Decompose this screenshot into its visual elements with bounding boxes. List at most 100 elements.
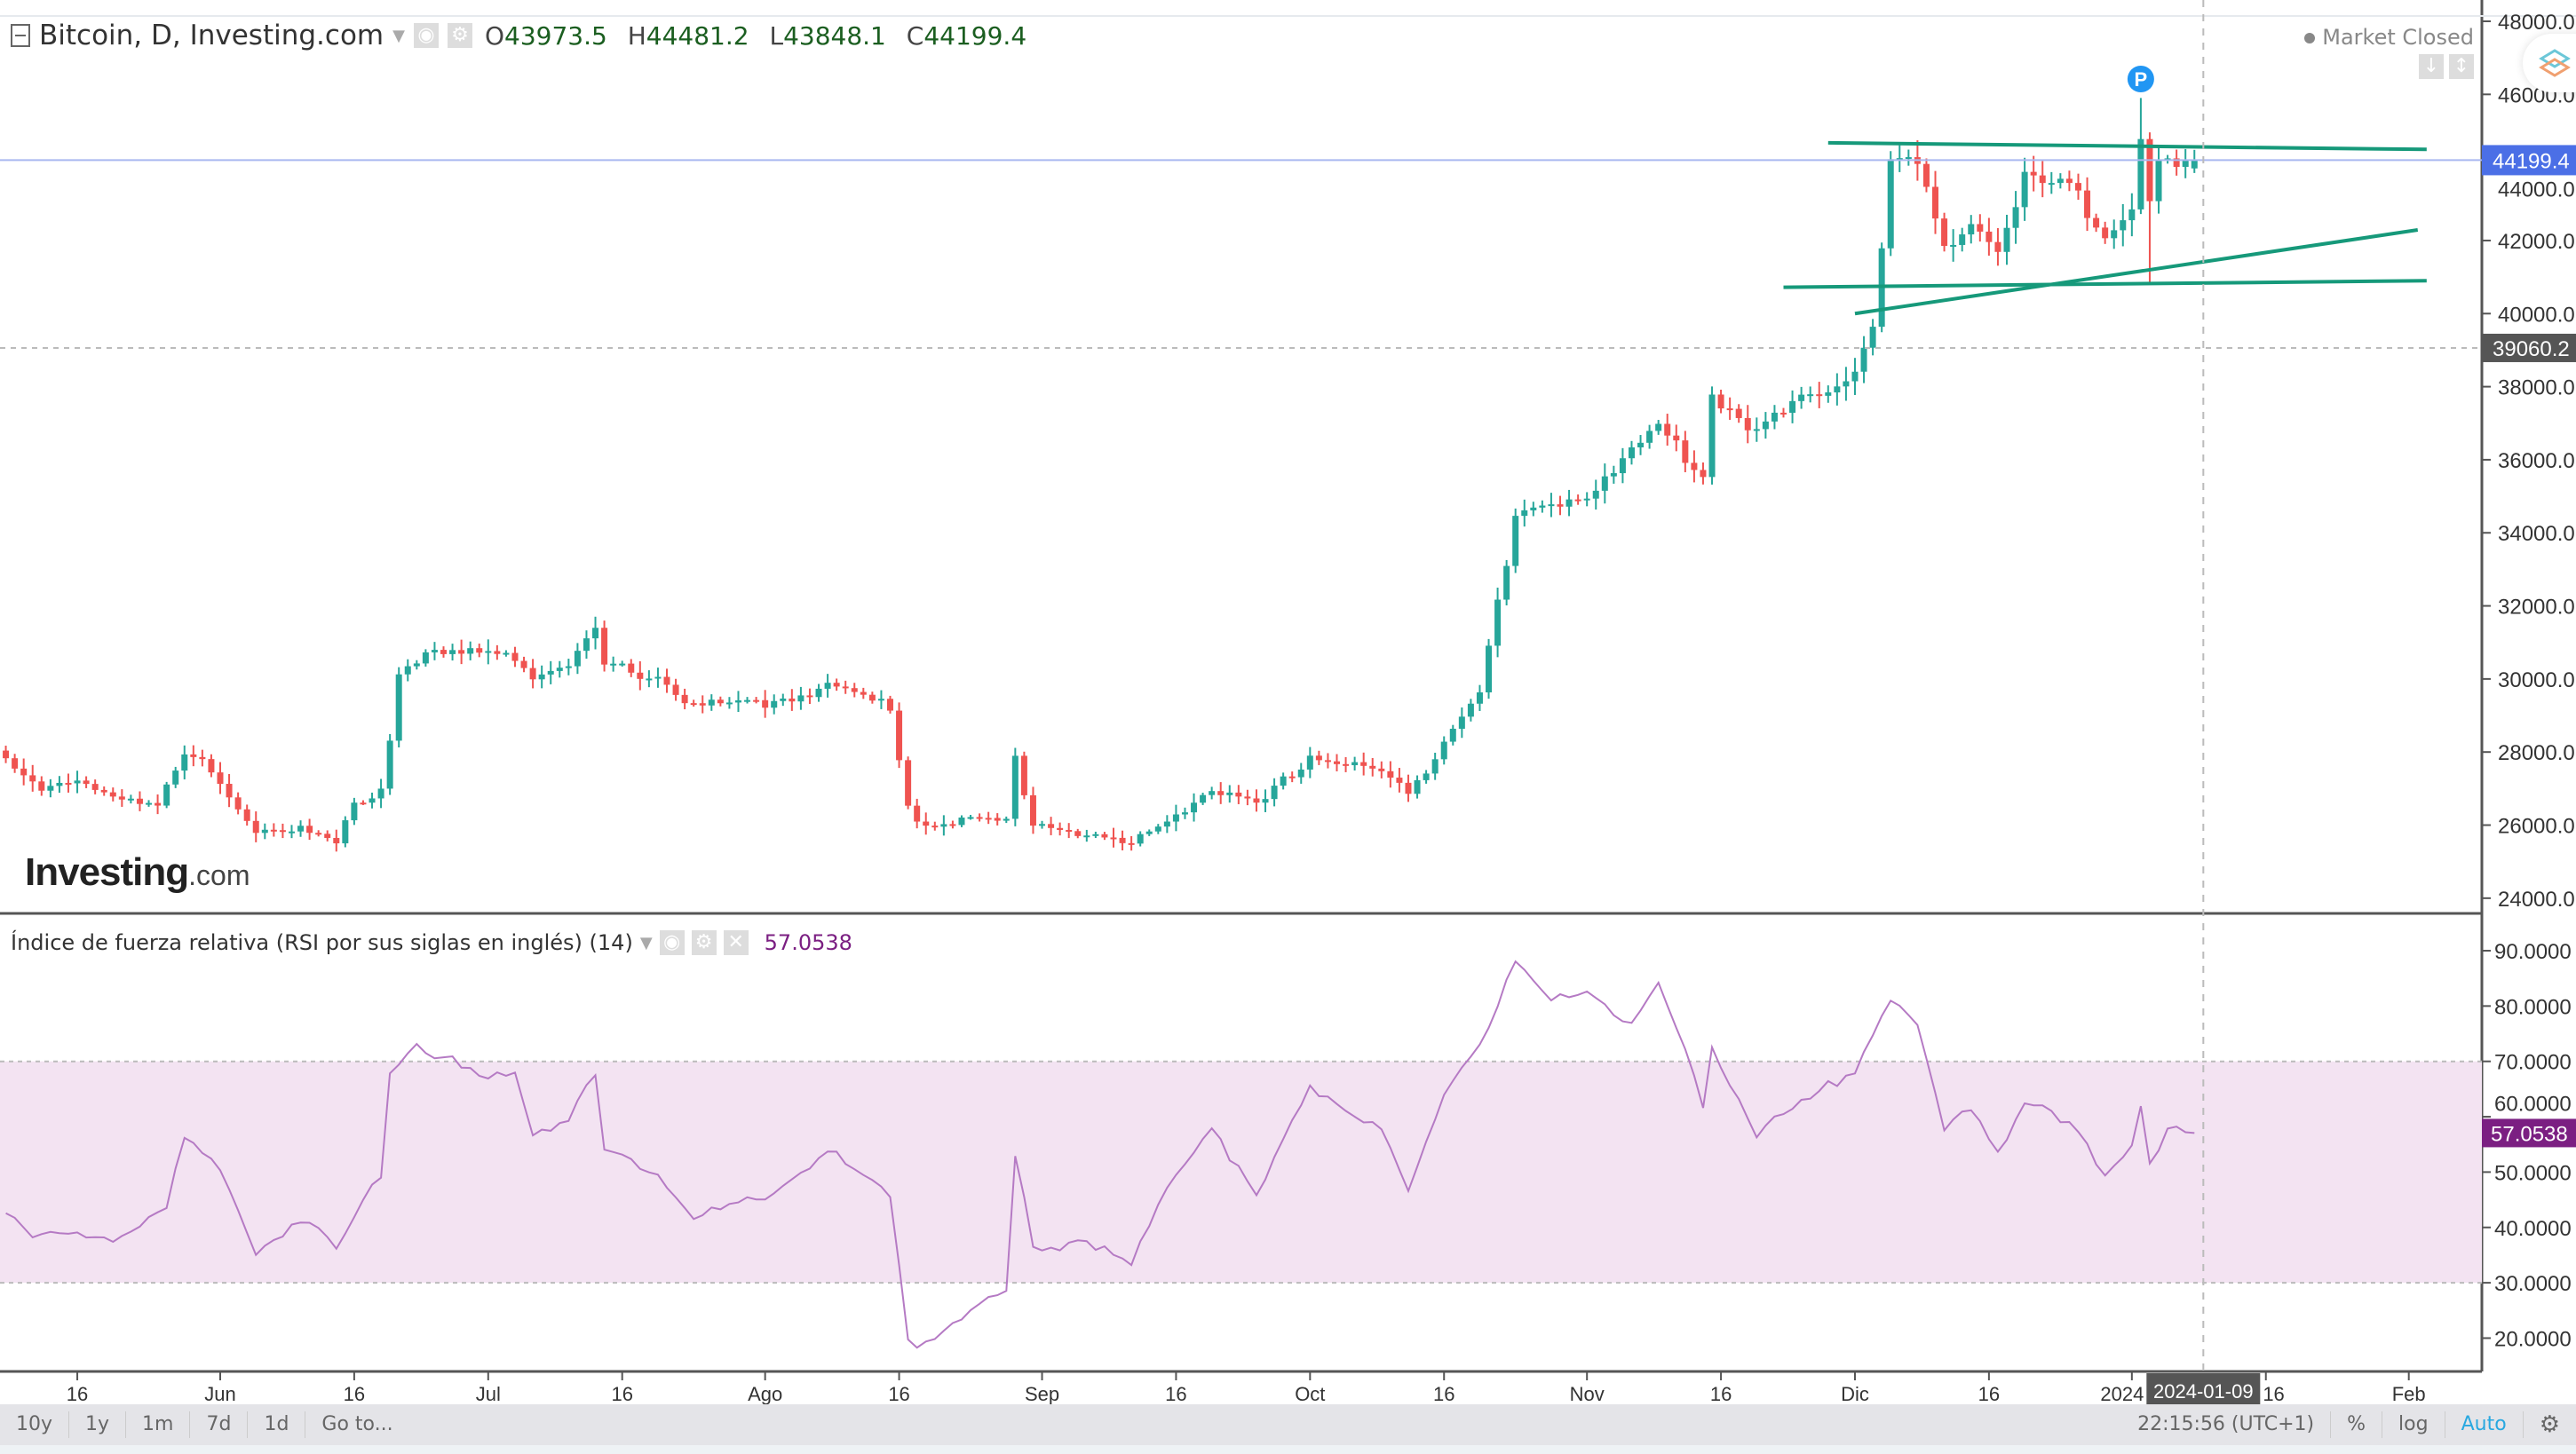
candle-down bbox=[1780, 412, 1787, 415]
close-icon[interactable]: ✕ bbox=[723, 930, 749, 955]
time-tick-label: Dic bbox=[1841, 1383, 1869, 1405]
collapse-icon[interactable] bbox=[11, 24, 30, 47]
gear-icon[interactable]: ⚙ bbox=[691, 930, 717, 955]
visibility-icon[interactable]: ◉ bbox=[413, 23, 439, 48]
candle-up bbox=[2191, 160, 2198, 169]
candle-down bbox=[637, 672, 644, 679]
price-tick-label: 28000.0 bbox=[2498, 741, 2575, 765]
candle-down bbox=[315, 833, 322, 835]
candle-down bbox=[1387, 770, 1394, 778]
symbol-title[interactable]: Bitcoin, D, Investing.com bbox=[39, 20, 384, 51]
gear-icon[interactable]: ⚙ bbox=[447, 23, 472, 48]
candle-up bbox=[619, 663, 626, 666]
candle-down bbox=[1986, 231, 1993, 242]
arrows-vertical-icon[interactable]: ↕ bbox=[2449, 54, 2474, 79]
goto-button[interactable]: Go to... bbox=[321, 1413, 393, 1435]
candle-up bbox=[1172, 814, 1179, 822]
candle-up bbox=[1003, 818, 1010, 821]
auto-toggle[interactable]: Auto bbox=[2445, 1411, 2524, 1438]
percent-toggle[interactable]: % bbox=[2331, 1411, 2383, 1438]
price-tick-label: 26000.0 bbox=[2498, 815, 2575, 839]
candle-down bbox=[887, 699, 893, 711]
candle-up bbox=[2003, 227, 2010, 252]
candle-up bbox=[1869, 327, 1876, 348]
candle-down bbox=[1405, 782, 1412, 794]
candle-up bbox=[172, 770, 179, 785]
candle-down bbox=[1922, 163, 1930, 187]
time-tick-label: 16 bbox=[2263, 1383, 2284, 1405]
trend-line bbox=[1854, 228, 2419, 316]
time-tick-label: 16 bbox=[1433, 1383, 1454, 1405]
candle-up bbox=[369, 798, 376, 803]
candle-up bbox=[1619, 458, 1626, 474]
range-1d-button[interactable]: 1d bbox=[248, 1411, 306, 1438]
layers-widget-button[interactable] bbox=[2523, 34, 2576, 92]
candle-up bbox=[1565, 499, 1573, 507]
chevron-down-icon[interactable]: ▼ bbox=[392, 26, 405, 45]
candle-up bbox=[413, 663, 420, 667]
candle-down bbox=[217, 772, 224, 785]
price-tick-label: 30000.0 bbox=[2498, 668, 2575, 692]
chevron-down-icon[interactable]: ▼ bbox=[639, 933, 653, 952]
candle-down bbox=[109, 792, 116, 797]
candle-down bbox=[628, 663, 635, 673]
candle-up bbox=[1521, 510, 1528, 517]
candle-down bbox=[1288, 776, 1296, 778]
time-tick-label: 16 bbox=[67, 1383, 88, 1405]
candle-up bbox=[1753, 429, 1760, 431]
candle-up bbox=[146, 802, 153, 805]
rsi-tick-label: 70.0000 bbox=[2494, 1051, 2572, 1075]
candle-up bbox=[2057, 178, 2064, 184]
candle-up bbox=[395, 674, 402, 741]
clock: 22:15:56 (UTC+1) bbox=[2121, 1411, 2332, 1438]
candle-down bbox=[38, 781, 45, 791]
candle-down bbox=[529, 668, 536, 680]
candle-up bbox=[556, 668, 563, 671]
candle-up bbox=[1494, 599, 1502, 646]
candle-up bbox=[1503, 565, 1510, 600]
candle-up bbox=[2182, 160, 2189, 167]
price-tick-label: 32000.0 bbox=[2498, 596, 2575, 620]
candle-down bbox=[753, 699, 760, 702]
candle-down bbox=[1726, 408, 1733, 411]
crosshair-price-label: 39060.2 bbox=[2493, 337, 2570, 361]
crosshair-price-badge bbox=[2482, 333, 2576, 362]
range-1m-button[interactable]: 1m bbox=[126, 1411, 191, 1438]
candle-down bbox=[1717, 394, 1724, 409]
candle-up bbox=[1467, 703, 1474, 717]
range-7d-button[interactable]: 7d bbox=[190, 1411, 249, 1438]
range-1y-button[interactable]: 1y bbox=[69, 1411, 127, 1438]
candle-down bbox=[1360, 762, 1367, 766]
marker-label: P bbox=[2135, 68, 2148, 91]
candle-down bbox=[65, 782, 72, 785]
candle-down bbox=[851, 688, 858, 692]
candle-down bbox=[91, 784, 99, 790]
candle-up bbox=[1351, 762, 1359, 766]
rsi-legend: Índice de fuerza relativa (RSI por sus s… bbox=[11, 930, 852, 955]
candle-up bbox=[297, 826, 305, 832]
time-tick-label: 16 bbox=[344, 1383, 365, 1405]
log-toggle[interactable]: log bbox=[2382, 1411, 2445, 1438]
candle-down bbox=[905, 760, 912, 806]
time-tick-label: Jun bbox=[204, 1383, 235, 1405]
candle-down bbox=[994, 818, 1001, 821]
candle-up bbox=[1789, 400, 1796, 414]
candle-down bbox=[833, 683, 840, 687]
time-tick-label: 16 bbox=[611, 1383, 632, 1405]
candle-down bbox=[190, 754, 197, 757]
visibility-icon[interactable]: ◉ bbox=[659, 930, 685, 955]
rsi-title[interactable]: Índice de fuerza relativa (RSI por sus s… bbox=[11, 930, 633, 955]
range-10y-button[interactable]: 10y bbox=[0, 1411, 70, 1438]
candle-up bbox=[958, 818, 965, 826]
candle-up bbox=[1843, 381, 1850, 387]
gear-icon[interactable]: ⚙ bbox=[2539, 1411, 2560, 1438]
candle-down bbox=[1217, 791, 1225, 795]
candle-up bbox=[2137, 138, 2144, 209]
arrow-down-icon[interactable]: ↓ bbox=[2419, 54, 2444, 79]
candle-down bbox=[520, 660, 527, 668]
candle-down bbox=[1557, 504, 1564, 507]
candle-up bbox=[1771, 412, 1778, 422]
rsi-value: 57.0538 bbox=[764, 930, 852, 955]
candle-up bbox=[1431, 759, 1439, 774]
